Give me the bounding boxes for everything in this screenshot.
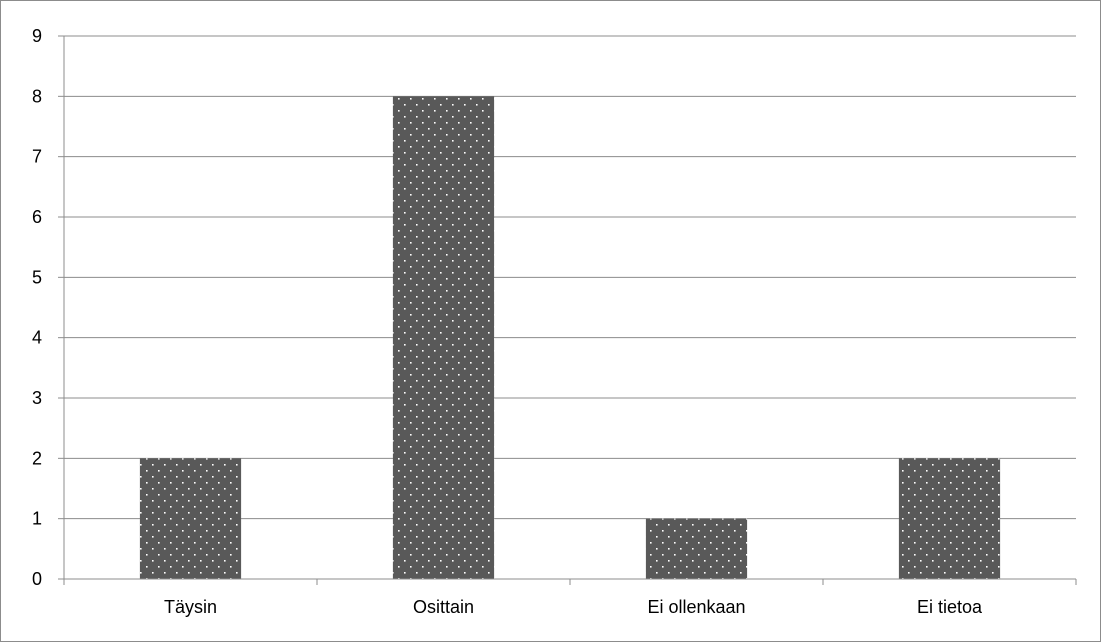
bar-0 — [139, 458, 242, 579]
bars — [139, 96, 1001, 579]
y-tick-label-6: 6 — [32, 207, 42, 227]
bar-1 — [392, 96, 495, 579]
y-tick-label-2: 2 — [32, 448, 42, 468]
bar-3 — [898, 458, 1001, 579]
x-tick-label-0: Täysin — [164, 597, 217, 617]
x-tick-label-1: Osittain — [413, 597, 474, 617]
y-tick-label-0: 0 — [32, 569, 42, 589]
x-tick-label-2: Ei ollenkaan — [647, 597, 745, 617]
gridlines — [64, 35, 1076, 520]
bar-2 — [645, 518, 748, 579]
x-tick-label-3: Ei tietoa — [917, 597, 983, 617]
y-tick-label-1: 1 — [32, 509, 42, 529]
y-tick-label-3: 3 — [32, 388, 42, 408]
x-tick-labels: Täysin Osittain Ei ollenkaan Ei tietoa — [164, 597, 983, 617]
y-tick-label-7: 7 — [32, 147, 42, 167]
axes — [58, 35, 1077, 585]
y-tick-label-4: 4 — [32, 328, 42, 348]
y-tick-label-5: 5 — [32, 267, 42, 287]
y-tick-labels: 0 1 2 3 4 5 6 7 8 9 — [32, 26, 42, 589]
y-tick-label-8: 8 — [32, 86, 42, 106]
y-tick-label-9: 9 — [32, 26, 42, 46]
